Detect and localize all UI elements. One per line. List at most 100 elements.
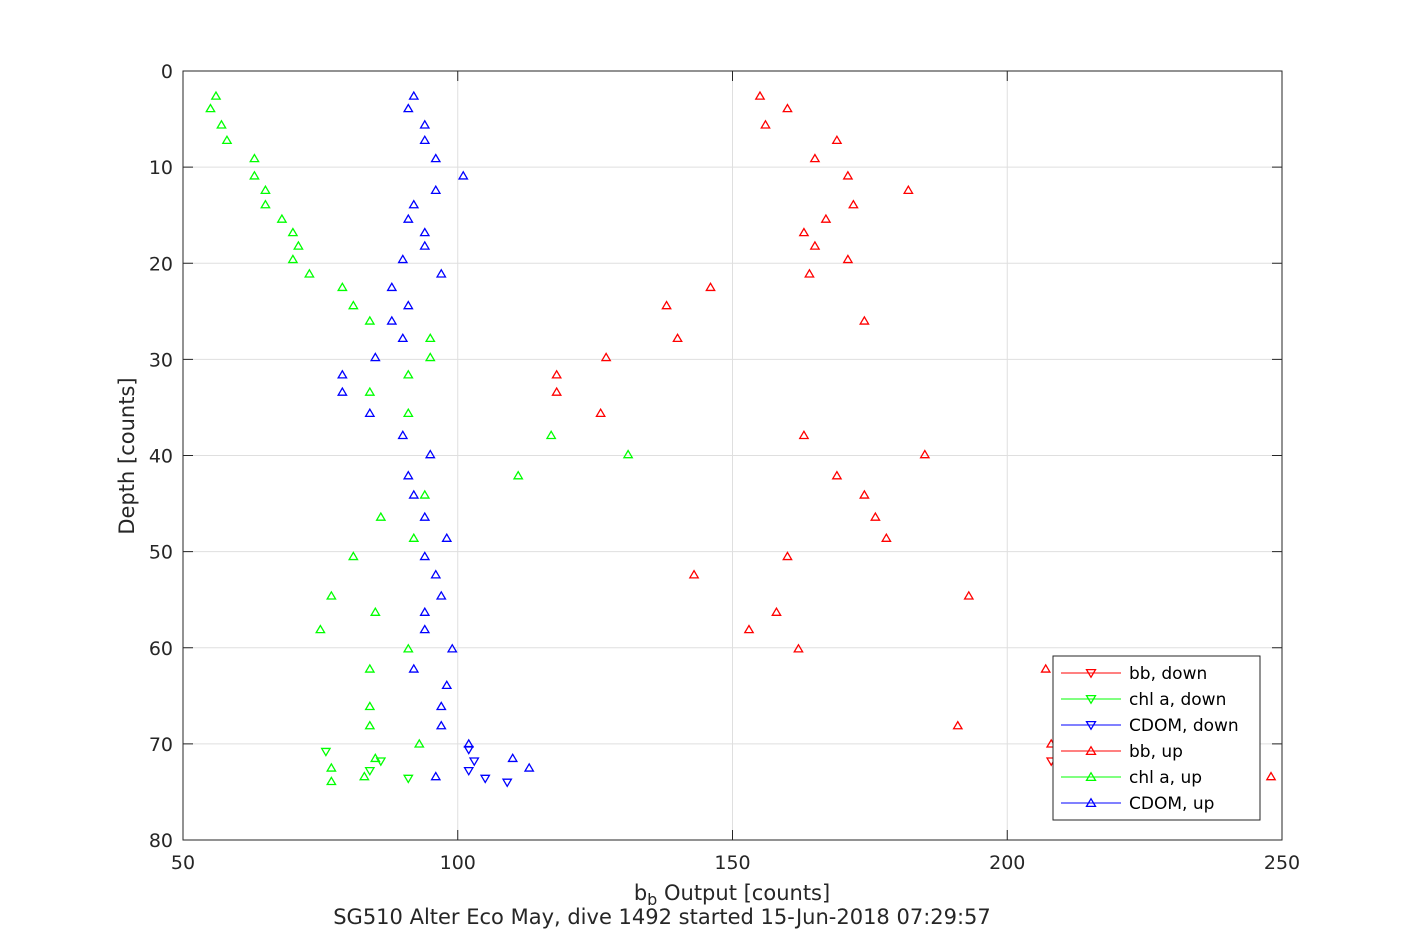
data-point (479, 774, 491, 784)
data-point (375, 511, 387, 521)
y-tick-label: 0 (161, 61, 173, 83)
data-point (430, 569, 442, 579)
data-point (743, 624, 755, 634)
data-point (337, 386, 348, 396)
data-point (435, 590, 447, 600)
data-point (545, 430, 557, 440)
data-point (424, 449, 436, 459)
data-point (859, 315, 870, 325)
data-point (870, 511, 881, 521)
data-point (457, 170, 469, 180)
data-point (315, 624, 326, 634)
x-axis-label-rest: Output [counts] (657, 881, 830, 905)
data-point (369, 352, 381, 362)
legend-marker (1085, 668, 1097, 679)
data-point (419, 606, 431, 616)
data-point (408, 663, 420, 673)
y-tick-label: 30 (149, 349, 173, 371)
data-point (419, 511, 431, 521)
data-point (260, 184, 271, 194)
legend-marker (1085, 797, 1097, 808)
data-point (364, 701, 376, 711)
data-point (793, 643, 804, 653)
data-point (435, 720, 447, 730)
legend-label: bb, up (1129, 742, 1183, 762)
legend-marker (1085, 720, 1097, 731)
data-point (337, 369, 348, 379)
data-point (672, 332, 683, 343)
data-point (402, 774, 414, 784)
data-point (419, 551, 431, 561)
x-tick-label: 100 (440, 852, 476, 874)
legend: bb, down chl a, down CDOM, down bb, up chl a… (1052, 655, 1261, 821)
y-axis-label: Depth [counts] (115, 377, 139, 534)
data-point (419, 489, 431, 499)
legend-marker (1085, 745, 1097, 756)
data-point (293, 240, 304, 250)
data-point (798, 430, 810, 440)
data-point (441, 679, 453, 690)
data-point (397, 430, 409, 440)
legend-label: CDOM, up (1129, 794, 1214, 814)
legend-label: chl a, up (1129, 768, 1202, 788)
y-tick-label: 60 (149, 638, 173, 660)
data-point (804, 268, 815, 278)
data-point (413, 738, 425, 748)
y-tick-label: 50 (149, 542, 173, 564)
axis-ticks: 50 100 150 200 250 0 10 20 30 40 50 60 70 80 (149, 61, 1300, 874)
data-point (276, 213, 288, 223)
data-point (859, 489, 870, 499)
data-point (820, 213, 832, 223)
data-point (809, 153, 821, 163)
data-point (512, 470, 524, 480)
data-point (831, 470, 843, 480)
data-point (771, 606, 782, 616)
y-tick-label: 80 (149, 830, 173, 852)
data-point (919, 449, 931, 459)
data-point (523, 762, 535, 772)
data-point (1265, 771, 1277, 781)
data-point (369, 606, 381, 616)
data-point (688, 569, 700, 579)
data-point (468, 757, 480, 767)
data-point (408, 199, 420, 209)
data-point (430, 184, 442, 194)
data-point (386, 282, 398, 292)
data-point (221, 134, 233, 145)
data-point (419, 240, 431, 250)
data-point (260, 199, 271, 209)
data-point (402, 470, 414, 480)
x-axis-label: bb Output [counts] (634, 881, 830, 909)
x-tick-label: 250 (1264, 852, 1300, 874)
data-point (595, 407, 606, 418)
data-point (326, 762, 337, 772)
data-point (798, 227, 810, 237)
data-point (364, 386, 376, 396)
data-point (551, 386, 562, 396)
data-point (622, 449, 634, 459)
legend-label: bb, down (1129, 664, 1207, 684)
legend-label: CDOM, down (1129, 716, 1239, 736)
x-tick-label: 200 (989, 852, 1025, 874)
legend-box (1052, 655, 1261, 821)
data-point (397, 332, 409, 343)
y-tick-label: 70 (149, 734, 173, 756)
data-point (754, 90, 766, 100)
data-point (364, 720, 376, 730)
data-point (441, 532, 453, 542)
data-point (842, 254, 854, 264)
data-point (402, 643, 414, 653)
y-tick-label: 10 (149, 157, 173, 179)
data-point (424, 352, 436, 362)
data-point (1040, 663, 1052, 673)
data-point (842, 170, 854, 180)
legend-marker (1085, 694, 1097, 705)
data-point (364, 407, 376, 418)
data-point (551, 369, 562, 379)
data-point (402, 213, 414, 223)
data-point (463, 738, 475, 748)
data-point (952, 720, 964, 730)
data-point (287, 227, 299, 237)
data-point (661, 300, 672, 310)
